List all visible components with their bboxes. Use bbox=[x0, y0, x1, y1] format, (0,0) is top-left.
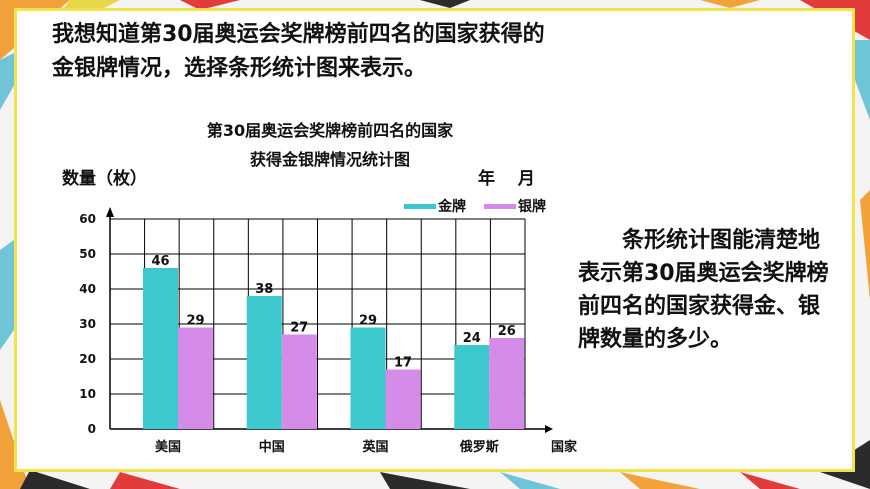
bar-gold bbox=[350, 327, 386, 429]
value-label-gold: 38 bbox=[255, 282, 273, 297]
explanation-text: 条形统计图能清楚地表示第30届奥运会奖牌榜前四名的国家获得金、银牌数量的多少。 bbox=[578, 228, 829, 352]
bar-silver bbox=[385, 369, 421, 429]
bar-gold bbox=[454, 345, 490, 429]
intro-line-1: 我想知道第30届奥运会奖牌榜前四名的国家获得的 bbox=[52, 22, 545, 47]
bars-layer bbox=[143, 268, 525, 429]
y-tick-label: 30 bbox=[79, 317, 96, 331]
value-label-gold: 24 bbox=[463, 331, 481, 346]
legend-gold-swatch bbox=[404, 204, 436, 209]
chart-title-line-2: 获得金银牌情况统计图 bbox=[250, 150, 410, 169]
bar-silver bbox=[489, 338, 525, 429]
x-category-label: 中国 bbox=[259, 439, 285, 455]
legend-silver-label: 银牌 bbox=[518, 198, 546, 215]
bar-gold bbox=[246, 296, 282, 429]
x-axis-arrow bbox=[545, 425, 553, 433]
value-label-silver: 17 bbox=[394, 356, 412, 371]
value-label-silver: 27 bbox=[290, 321, 308, 336]
y-tick-label: 0 bbox=[88, 422, 96, 436]
labels-layer: 0 10 20 30 40 50 60 46 29 美国 38 27 中国 29 17 英国 24 26 俄罗斯 bbox=[79, 212, 516, 455]
y-tick-label: 50 bbox=[79, 247, 96, 261]
y-tick-label: 60 bbox=[79, 212, 96, 226]
x-category-label: 俄罗斯 bbox=[459, 439, 499, 455]
value-label-silver: 29 bbox=[186, 314, 204, 329]
bar-silver bbox=[178, 327, 213, 429]
bar-silver bbox=[281, 334, 317, 429]
intro-line-2: 金银牌情况，选择条形统计图来表示。 bbox=[52, 56, 427, 81]
y-tick-label: 40 bbox=[79, 282, 96, 296]
x-axis-label: 国家 bbox=[551, 439, 578, 455]
legend-silver-swatch bbox=[484, 204, 516, 209]
x-category-label: 美国 bbox=[155, 439, 181, 455]
bar-gold bbox=[143, 268, 178, 429]
chart-title-line-1: 第30届奥运会奖牌榜前四名的国家 bbox=[207, 121, 454, 140]
y-axis-label: 数量（枚） bbox=[62, 168, 147, 189]
value-label-gold: 46 bbox=[151, 254, 169, 269]
value-label-silver: 26 bbox=[498, 324, 516, 339]
date-label: 年 月 bbox=[478, 168, 535, 189]
y-axis-arrow bbox=[106, 207, 114, 217]
y-tick-label: 20 bbox=[79, 352, 96, 366]
value-label-gold: 29 bbox=[359, 314, 377, 329]
x-category-label: 英国 bbox=[361, 439, 388, 455]
intro-text: 我想知道第30届奥运会奖牌榜前四名的国家获得的 金银牌情况，选择条形统计图来表示… bbox=[52, 18, 712, 86]
legend-gold-label: 金牌 bbox=[437, 198, 466, 215]
y-tick-label: 10 bbox=[79, 387, 96, 401]
